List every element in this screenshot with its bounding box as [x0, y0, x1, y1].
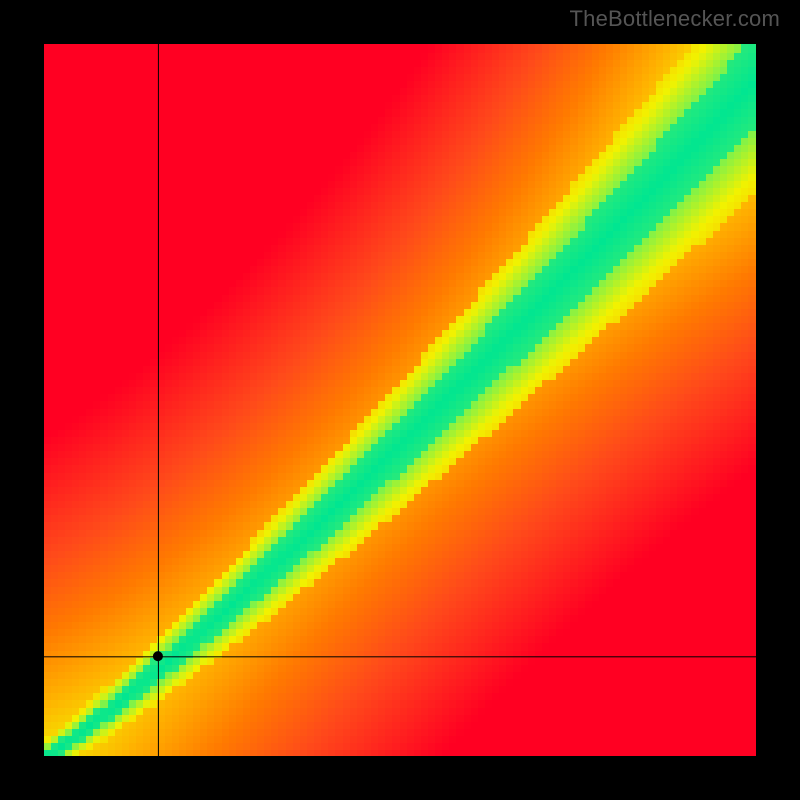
heatmap-canvas [44, 44, 756, 756]
bottleneck-heatmap [44, 44, 756, 756]
watermark-text: TheBottlenecker.com [570, 6, 780, 32]
